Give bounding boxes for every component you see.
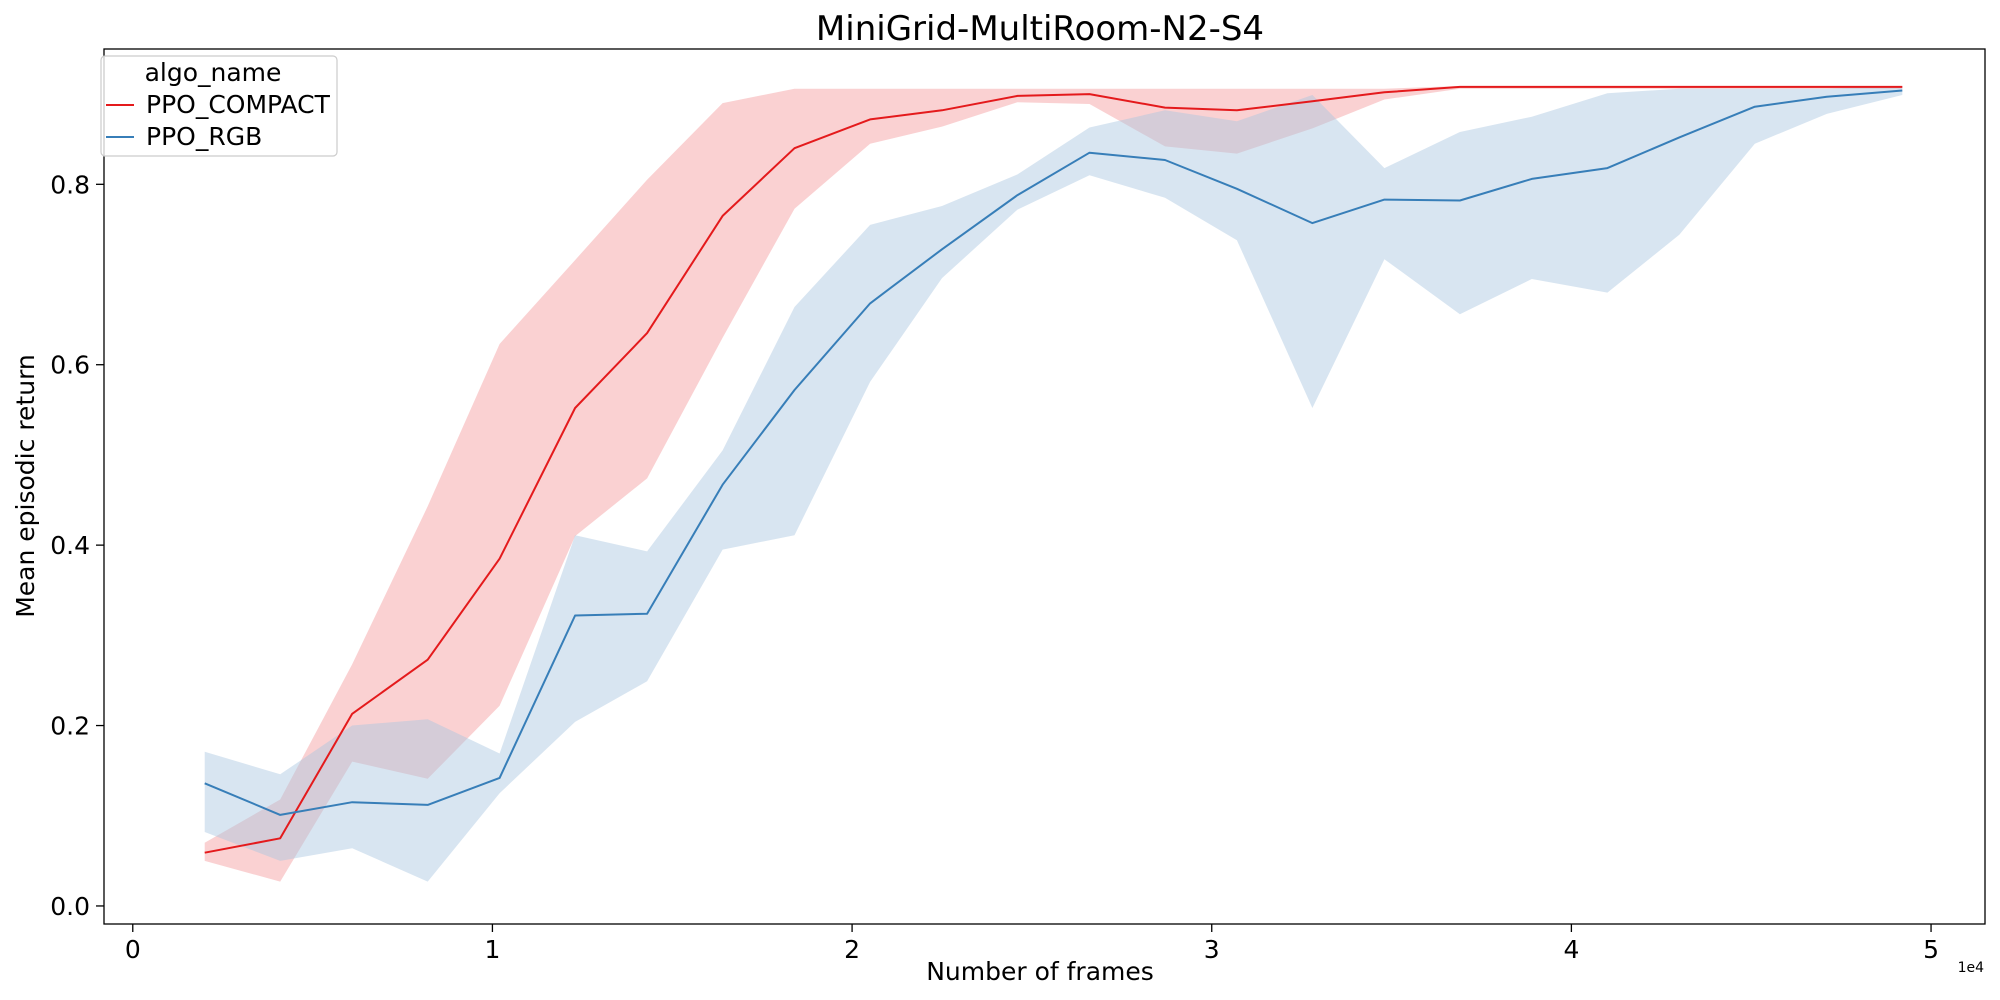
x-axis-label: Number of frames	[926, 957, 1154, 986]
chart-title: MiniGrid-MultiRoom-N2-S4	[816, 9, 1264, 49]
y-tick-label: 0.8	[50, 170, 90, 199]
x-tick-label: 0	[125, 935, 141, 964]
x-tick-label: 2	[844, 935, 860, 964]
legend-title: algo_name	[145, 58, 282, 87]
x-tick-label: 5	[1923, 935, 1939, 964]
x-tick-label: 1	[484, 935, 500, 964]
y-tick-label: 0.4	[50, 531, 90, 560]
confidence-band-ppo-compact	[204, 86, 1903, 882]
plot-area-frame	[103, 48, 1986, 925]
legend-box	[100, 55, 338, 157]
x-axis-offset-label: 1e4	[1958, 960, 1985, 976]
y-axis-ticks: 0.0 0.2 0.4 0.6 0.8	[50, 170, 104, 921]
series-line-ppo-compact	[204, 85, 1903, 854]
x-tick-label: 4	[1563, 935, 1579, 964]
y-tick-label: 0.0	[50, 892, 90, 921]
y-tick-label: 0.2	[50, 712, 90, 741]
y-tick-label: 0.6	[50, 351, 90, 380]
series-lines	[204, 85, 1903, 854]
series-line-ppo-rgb	[204, 89, 1903, 816]
confidence-bands	[204, 86, 1903, 882]
legend-label-ppo-rgb: PPO_RGB	[146, 122, 262, 151]
legend-label-ppo-compact: PPO_COMPACT	[146, 90, 331, 119]
x-tick-label: 3	[1204, 935, 1220, 964]
y-axis-label: Mean episodic return	[11, 354, 40, 618]
legend: algo_name PPO_COMPACT PPO_RGB	[100, 55, 338, 157]
x-axis-ticks: 0 1 2 3 4 5	[125, 924, 1939, 964]
confidence-band-ppo-rgb	[204, 86, 1903, 882]
